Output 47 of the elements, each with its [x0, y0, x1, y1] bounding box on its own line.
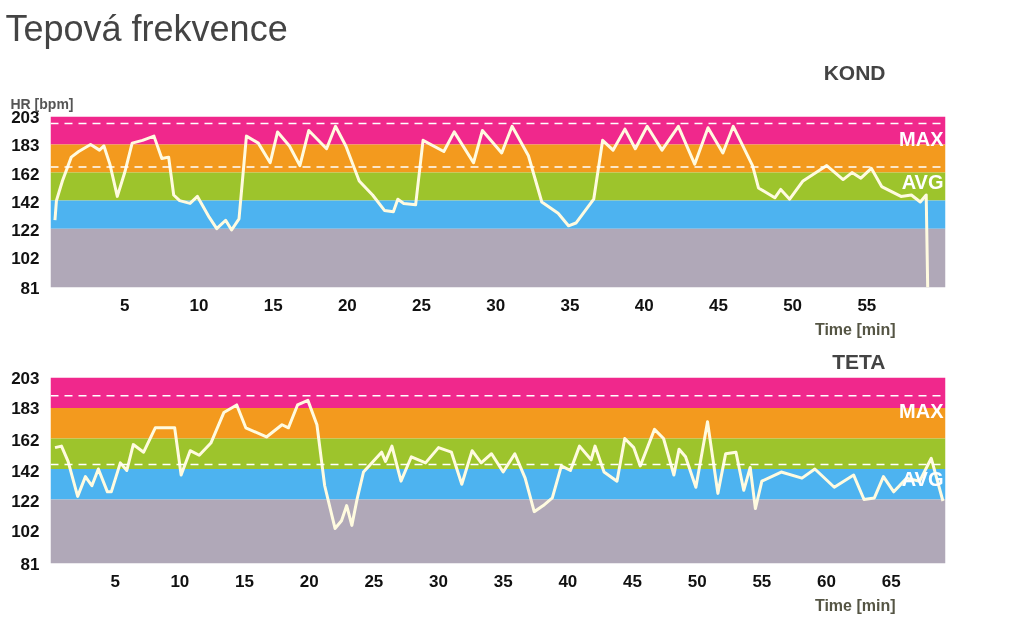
- x-tick-label: 35: [560, 295, 580, 315]
- chart-subtitle: TETA: [832, 349, 886, 373]
- x-tick-label: 25: [364, 571, 384, 591]
- x-tick-label: 45: [623, 571, 642, 591]
- x-tick-label: 5: [119, 295, 130, 315]
- line-series: [53, 398, 945, 530]
- y-tick-label: 162: [11, 164, 40, 184]
- x-tick-label: 20: [337, 295, 357, 315]
- x-tick-label: 60: [817, 571, 836, 591]
- x-tick-label: 55: [857, 295, 877, 315]
- y-tick-label: 102: [11, 249, 40, 269]
- x-tick-label: 20: [299, 571, 319, 591]
- ref-line-label: MAX: [899, 127, 945, 150]
- x-tick-label: 40: [558, 571, 578, 591]
- y-tick-label: 81: [20, 554, 40, 574]
- y-tick-label: 183: [11, 135, 40, 155]
- ref-line-label: MAX: [899, 399, 945, 422]
- x-tick-label: 45: [708, 295, 728, 315]
- ref-line-label: AVG: [901, 170, 944, 193]
- x-tick-label: 15: [235, 571, 254, 591]
- x-tick-label: 30: [486, 295, 506, 315]
- x-tick-label: 35: [493, 571, 513, 591]
- y-tick-label: 122: [11, 491, 40, 511]
- x-tick-label: 10: [170, 571, 190, 591]
- x-tick-label: 25: [412, 295, 432, 315]
- y-tick-label: 81: [20, 278, 40, 298]
- x-tick-label: 55: [752, 571, 772, 591]
- x-tick-label: 50: [783, 295, 803, 315]
- y-tick-label: 122: [11, 221, 40, 241]
- y-axis-title: HR [bpm]: [10, 95, 74, 112]
- x-tick-label: 50: [687, 571, 707, 591]
- y-tick-label: 162: [11, 431, 40, 451]
- y-tick-label: 142: [11, 461, 40, 481]
- y-tick-label: 203: [11, 368, 40, 388]
- x-tick-label: 15: [263, 295, 283, 315]
- y-tick-label: 142: [11, 193, 40, 212]
- y-tick-label: 183: [11, 398, 40, 418]
- chart-title: Tepová frekvence: [5, 7, 288, 49]
- y-tick-label: 102: [11, 522, 40, 542]
- x-axis-title: Time [min]: [814, 320, 896, 338]
- x-tick-label: 40: [634, 295, 654, 315]
- x-tick-label: 10: [189, 295, 209, 315]
- x-tick-label: 5: [110, 571, 120, 591]
- chart-subtitle: KOND: [823, 60, 886, 84]
- x-tick-label: 30: [429, 571, 448, 591]
- x-axis-title: Time [min]: [814, 596, 896, 614]
- x-tick-label: 65: [881, 571, 901, 591]
